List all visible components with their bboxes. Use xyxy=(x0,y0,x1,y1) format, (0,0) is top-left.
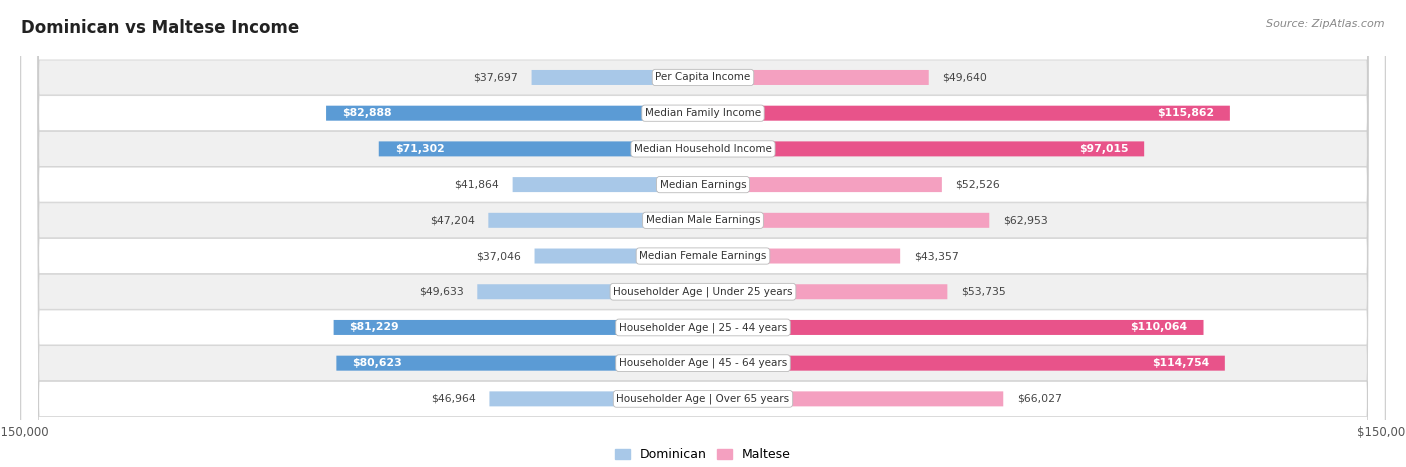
Text: $52,526: $52,526 xyxy=(956,180,1000,190)
Text: Householder Age | Under 25 years: Householder Age | Under 25 years xyxy=(613,286,793,297)
FancyBboxPatch shape xyxy=(703,248,900,263)
Text: $110,064: $110,064 xyxy=(1130,322,1188,333)
FancyBboxPatch shape xyxy=(21,0,1385,467)
FancyBboxPatch shape xyxy=(326,106,703,120)
FancyBboxPatch shape xyxy=(513,177,703,192)
Text: Source: ZipAtlas.com: Source: ZipAtlas.com xyxy=(1267,19,1385,28)
FancyBboxPatch shape xyxy=(21,0,1385,467)
Text: Householder Age | 45 - 64 years: Householder Age | 45 - 64 years xyxy=(619,358,787,368)
Text: $41,864: $41,864 xyxy=(454,180,499,190)
Text: $82,888: $82,888 xyxy=(342,108,391,118)
FancyBboxPatch shape xyxy=(21,0,1385,467)
Text: $62,953: $62,953 xyxy=(1002,215,1047,225)
FancyBboxPatch shape xyxy=(703,391,1004,406)
FancyBboxPatch shape xyxy=(21,0,1385,467)
FancyBboxPatch shape xyxy=(488,213,703,228)
FancyBboxPatch shape xyxy=(703,284,948,299)
Text: $37,046: $37,046 xyxy=(477,251,520,261)
Text: Median Household Income: Median Household Income xyxy=(634,144,772,154)
FancyBboxPatch shape xyxy=(21,0,1385,467)
FancyBboxPatch shape xyxy=(703,142,1144,156)
FancyBboxPatch shape xyxy=(21,0,1385,467)
Text: $46,964: $46,964 xyxy=(432,394,475,404)
FancyBboxPatch shape xyxy=(21,0,1385,467)
FancyBboxPatch shape xyxy=(21,0,1385,467)
FancyBboxPatch shape xyxy=(703,320,1204,335)
FancyBboxPatch shape xyxy=(336,356,703,371)
Text: $71,302: $71,302 xyxy=(395,144,444,154)
FancyBboxPatch shape xyxy=(703,70,929,85)
FancyBboxPatch shape xyxy=(703,356,1225,371)
FancyBboxPatch shape xyxy=(378,142,703,156)
FancyBboxPatch shape xyxy=(534,248,703,263)
Text: $43,357: $43,357 xyxy=(914,251,959,261)
Text: Householder Age | 25 - 44 years: Householder Age | 25 - 44 years xyxy=(619,322,787,333)
Text: Median Female Earnings: Median Female Earnings xyxy=(640,251,766,261)
FancyBboxPatch shape xyxy=(703,213,990,228)
Text: Median Family Income: Median Family Income xyxy=(645,108,761,118)
FancyBboxPatch shape xyxy=(21,0,1385,467)
Text: $66,027: $66,027 xyxy=(1017,394,1062,404)
Text: Per Capita Income: Per Capita Income xyxy=(655,72,751,83)
Text: $97,015: $97,015 xyxy=(1078,144,1128,154)
Legend: Dominican, Maltese: Dominican, Maltese xyxy=(616,448,790,461)
FancyBboxPatch shape xyxy=(21,0,1385,467)
Text: $80,623: $80,623 xyxy=(353,358,402,368)
Text: $115,862: $115,862 xyxy=(1157,108,1213,118)
Text: $37,697: $37,697 xyxy=(474,72,517,83)
Text: Dominican vs Maltese Income: Dominican vs Maltese Income xyxy=(21,19,299,37)
Text: $47,204: $47,204 xyxy=(430,215,475,225)
Text: Householder Age | Over 65 years: Householder Age | Over 65 years xyxy=(616,394,790,404)
Text: $53,735: $53,735 xyxy=(960,287,1005,297)
Text: Median Earnings: Median Earnings xyxy=(659,180,747,190)
Text: $49,640: $49,640 xyxy=(942,72,987,83)
FancyBboxPatch shape xyxy=(531,70,703,85)
FancyBboxPatch shape xyxy=(489,391,703,406)
FancyBboxPatch shape xyxy=(477,284,703,299)
Text: $81,229: $81,229 xyxy=(350,322,399,333)
FancyBboxPatch shape xyxy=(703,106,1230,120)
Text: $49,633: $49,633 xyxy=(419,287,464,297)
Text: Median Male Earnings: Median Male Earnings xyxy=(645,215,761,225)
FancyBboxPatch shape xyxy=(703,177,942,192)
FancyBboxPatch shape xyxy=(333,320,703,335)
Text: $114,754: $114,754 xyxy=(1152,358,1209,368)
